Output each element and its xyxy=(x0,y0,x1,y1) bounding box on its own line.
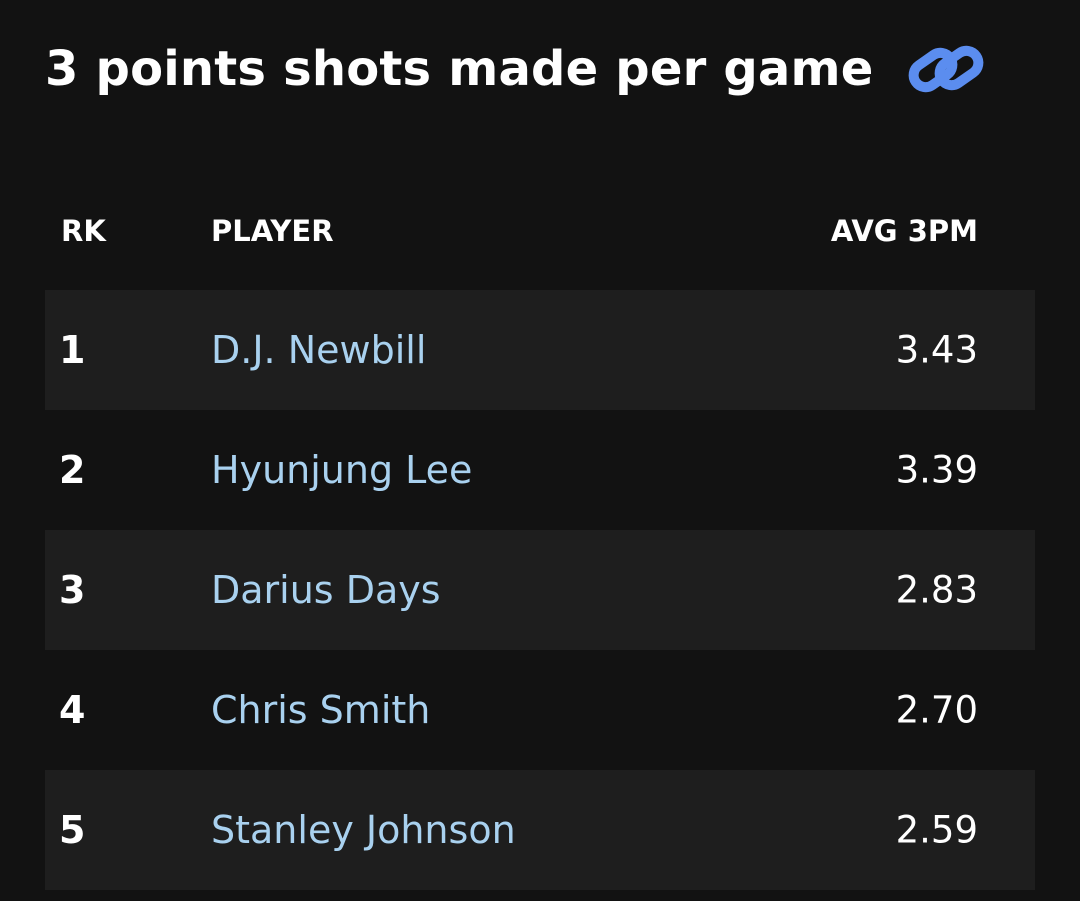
player-link[interactable]: Darius Days xyxy=(211,568,441,612)
column-header-rank: RK xyxy=(61,214,106,248)
avg-3pm-cell: 3.43 xyxy=(895,328,978,372)
table-row: 4 Chris Smith 2.70 xyxy=(45,650,1035,770)
rank-cell: 2 xyxy=(59,448,86,492)
table-row: 3 Darius Days 2.83 xyxy=(45,530,1035,650)
column-header-avg-3pm: AVG 3PM xyxy=(830,214,978,248)
page-title: 3 points shots made per game xyxy=(45,41,874,97)
avg-3pm-cell: 2.70 xyxy=(895,688,978,732)
rank-cell: 5 xyxy=(59,808,86,852)
table-header: RK PLAYER AVG 3PM xyxy=(45,190,1035,290)
table-row: 5 Stanley Johnson 2.59 xyxy=(45,770,1035,890)
rank-cell: 1 xyxy=(59,328,86,372)
player-link[interactable]: Hyunjung Lee xyxy=(211,448,473,492)
avg-3pm-cell: 3.39 xyxy=(895,448,978,492)
title-row: 3 points shots made per game xyxy=(45,34,990,104)
stats-table: RK PLAYER AVG 3PM 1 D.J. Newbill 3.43 2 … xyxy=(45,190,1035,890)
avg-3pm-cell: 2.83 xyxy=(895,568,978,612)
player-link[interactable]: Chris Smith xyxy=(211,688,431,732)
link-icon[interactable] xyxy=(900,34,990,104)
column-header-player: PLAYER xyxy=(211,214,334,248)
table-row: 1 D.J. Newbill 3.43 xyxy=(45,290,1035,410)
player-link[interactable]: Stanley Johnson xyxy=(211,808,516,852)
rank-cell: 4 xyxy=(59,688,86,732)
player-link[interactable]: D.J. Newbill xyxy=(211,328,427,372)
table-row: 2 Hyunjung Lee 3.39 xyxy=(45,410,1035,530)
rank-cell: 3 xyxy=(59,568,86,612)
avg-3pm-cell: 2.59 xyxy=(895,808,978,852)
